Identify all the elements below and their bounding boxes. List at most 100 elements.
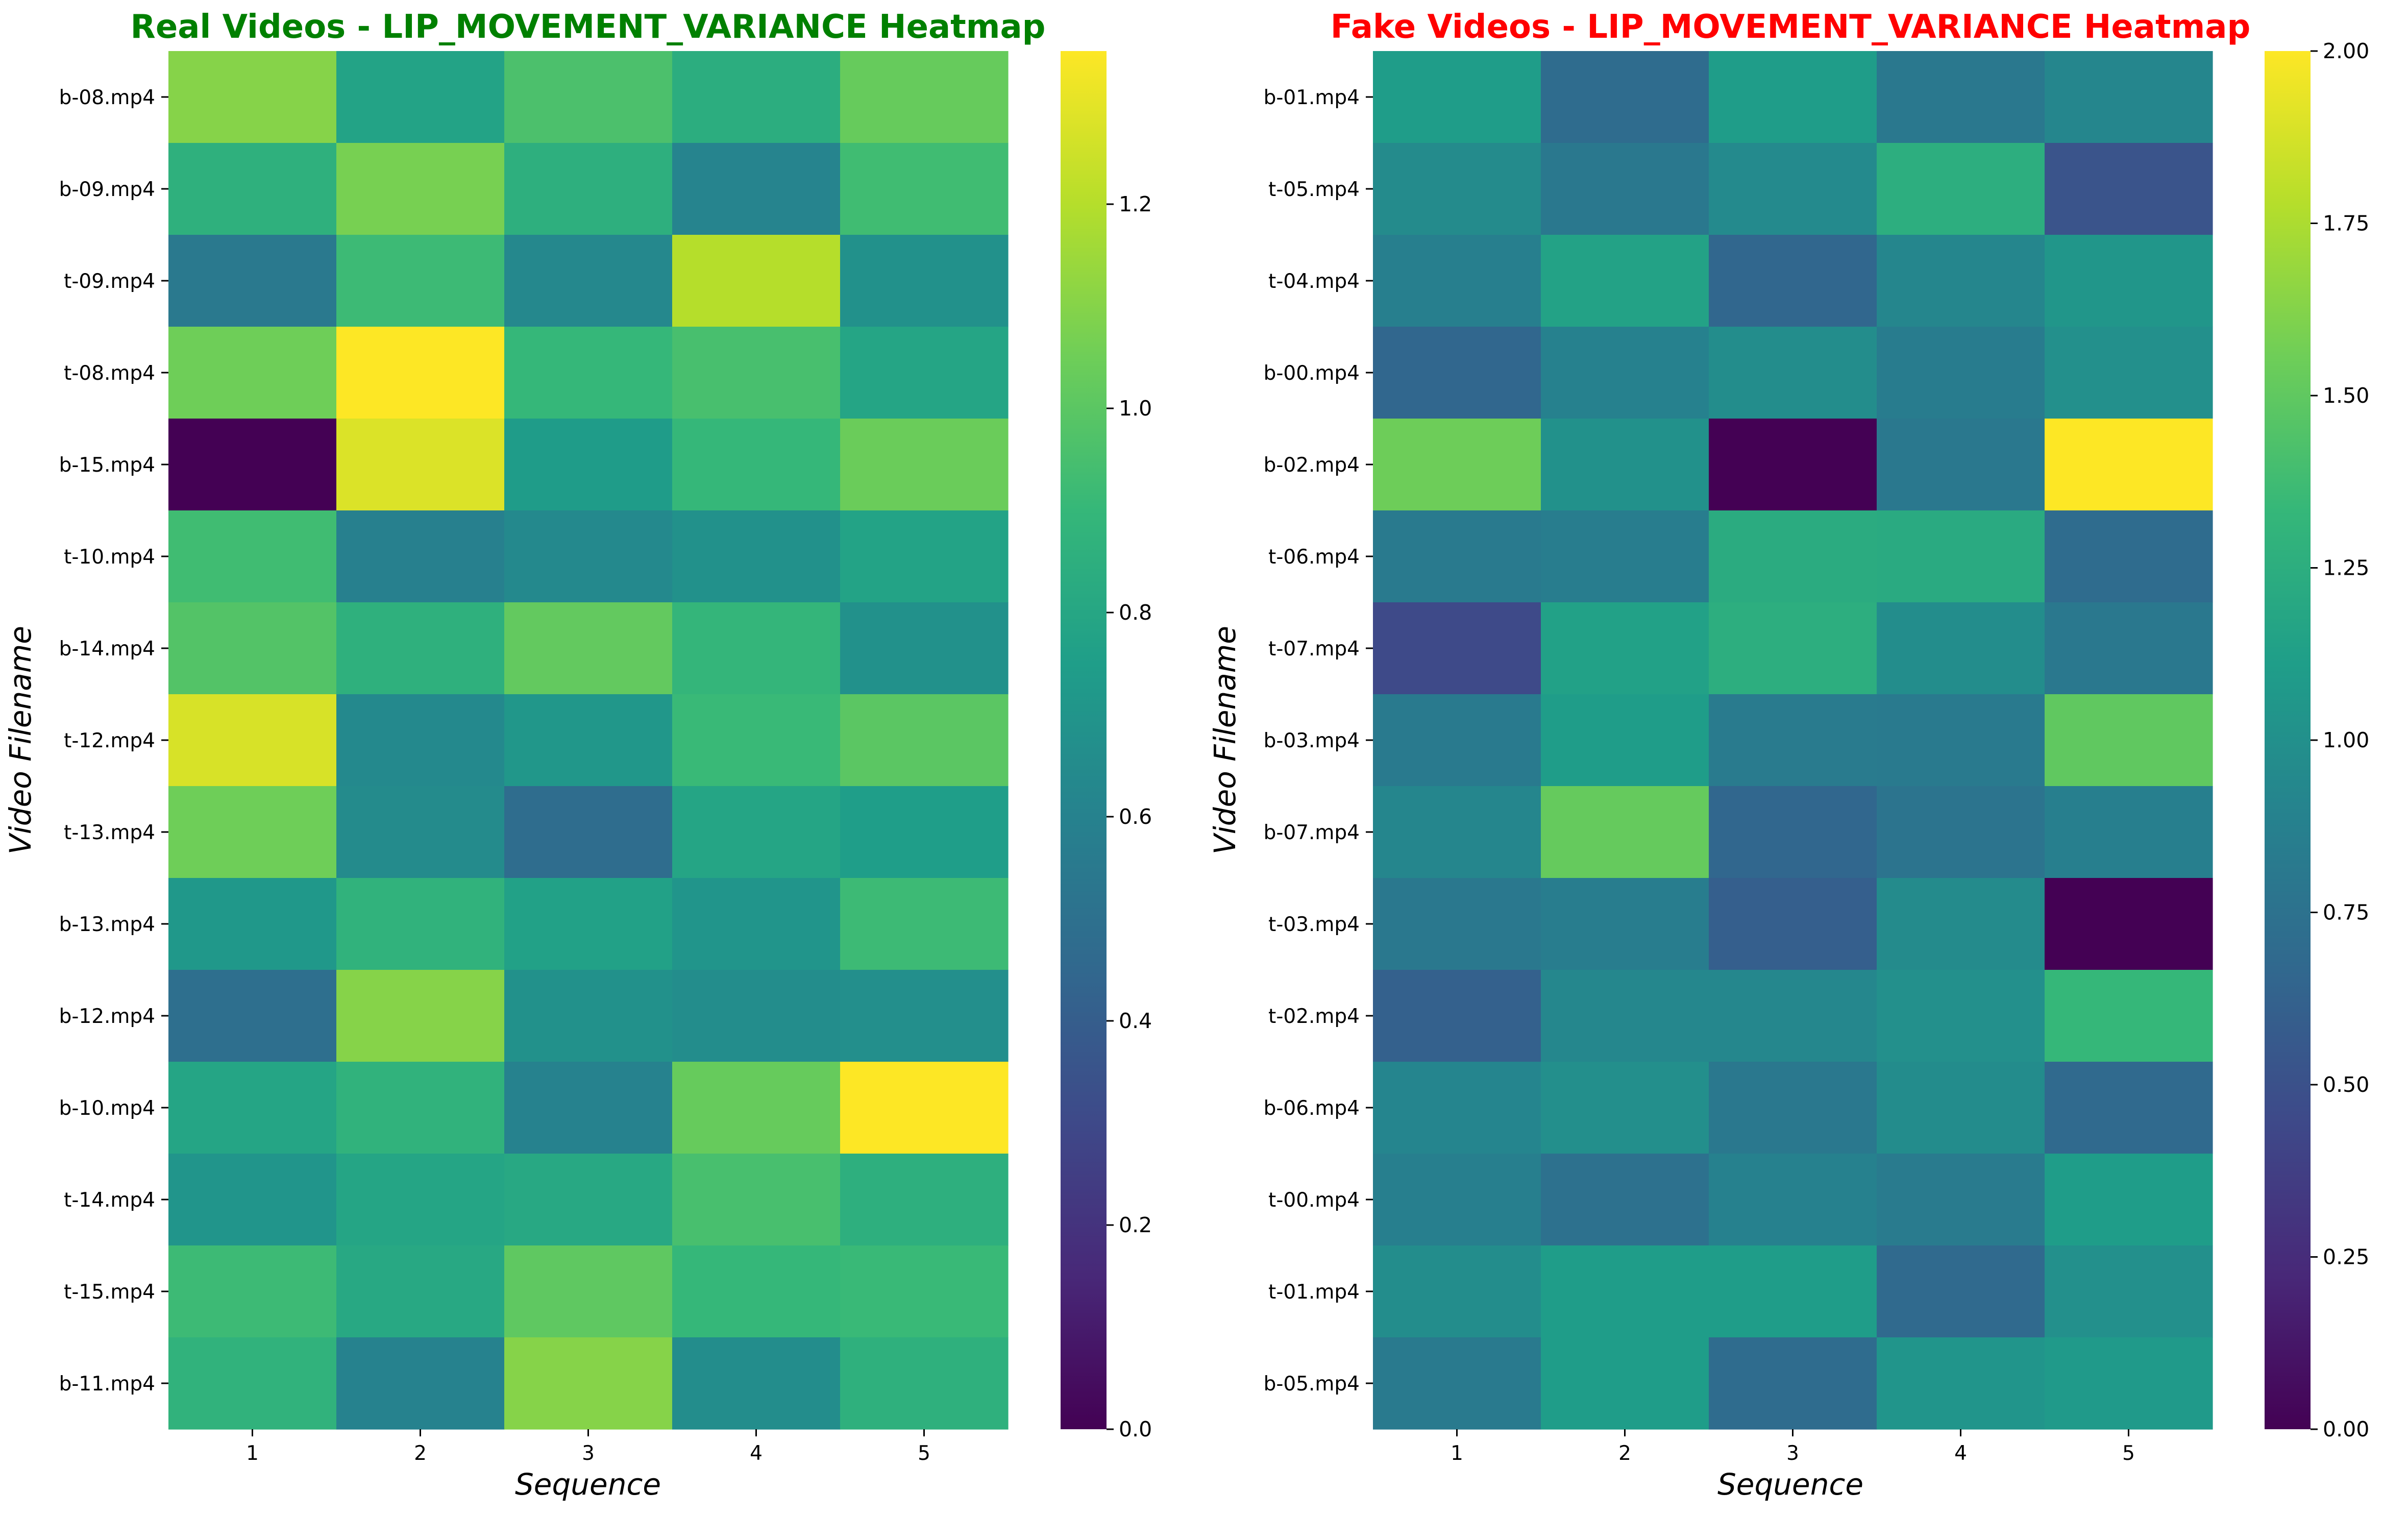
real-heatmap-cell [168,143,337,235]
fake-y-tick-label: t-01.mp4 [1268,1281,1360,1304]
real-y-tick-label: b-15.mp4 [59,454,155,477]
fake-heatmap-cell [1373,143,1541,235]
real-y-tick-label: t-14.mp4 [64,1189,155,1212]
real-x-tick-label: 1 [246,1442,259,1465]
fake-heatmap-cell [2045,970,2213,1062]
real-colorbar-tick-label: 0.8 [1119,600,1152,625]
real-heatmap-cell [840,1154,1009,1246]
real-x-tick-label: 5 [918,1442,930,1465]
fake-heatmap-cell [1541,51,1709,143]
real-y-tick-label: b-11.mp4 [59,1373,155,1396]
fake-heatmap-cell [1877,327,2045,419]
fake-heatmap-cell [1541,970,1709,1062]
real-heatmap-cell [168,878,337,970]
fake-videos-heatmap-panel: Fake Videos - LIP_MOVEMENT_VARIANCE Heat… [1208,8,2369,1502]
fake-y-tick-label: t-06.mp4 [1268,546,1360,569]
real-colorbar-tick-label: 0.0 [1119,1417,1152,1441]
real-colorbar-tick-label: 0.2 [1119,1213,1152,1237]
real-colorbar-gradient [1061,51,1107,1429]
fake-heatmap-cell [1709,510,1877,603]
real-heatmap-cell [336,602,505,695]
real-heatmap-cell [672,1337,841,1430]
real-heatmap-cell [504,878,673,970]
fake-heatmap-cell [1877,143,2045,235]
real-heatmap-cell [336,143,505,235]
real-colorbar-tick-label: 0.4 [1119,1009,1152,1033]
fake-heatmap-cell [2045,878,2213,970]
real-heatmap-cell [168,510,337,603]
fake-heatmap-cell [1877,786,2045,878]
fake-heatmap-cell [2045,419,2213,511]
real-heatmap-cell [672,51,841,143]
real-y-tick-label: b-12.mp4 [59,1005,155,1028]
fake-heatmap-cells [1373,51,2213,1430]
real-heatmap-cell [168,694,337,787]
real-heatmap-cell [672,510,841,603]
fake-heatmap-cell [2045,1337,2213,1430]
real-colorbar-tick-label: 0.6 [1119,804,1152,829]
real-videos-heatmap-panel: Real Videos - LIP_MOVEMENT_VARIANCE Heat… [3,8,1152,1502]
real-heatmap-title: Real Videos - LIP_MOVEMENT_VARIANCE Heat… [131,8,1046,46]
real-heatmap-cell [840,1337,1009,1430]
fake-heatmap-title: Fake Videos - LIP_MOVEMENT_VARIANCE Heat… [1331,8,2251,46]
fake-colorbar-tick-label: 1.00 [2323,728,2369,752]
real-colorbar-tick-label: 1.2 [1119,192,1152,216]
real-heatmap-cell [504,1245,673,1338]
real-heatmap-cell [672,419,841,511]
real-heatmap-cell [168,1062,337,1154]
real-heatmap-cell [336,1154,505,1246]
real-heatmap-cell [840,1245,1009,1338]
fake-heatmap-cell [1373,327,1541,419]
fake-y-tick-label: t-04.mp4 [1268,270,1360,293]
real-heatmap-cell [504,786,673,878]
real-heatmap-cell [336,419,505,511]
fake-heatmap-cell [1373,1062,1541,1154]
fake-heatmap-cell [2045,786,2213,878]
fake-heatmap-cell [1877,419,2045,511]
real-heatmap-cell [504,1062,673,1154]
real-heatmap-cell [504,235,673,327]
real-heatmap-cell [168,327,337,419]
real-heatmap-cell [336,786,505,878]
fake-heatmap-cell [1373,51,1541,143]
fake-x-tick-label: 2 [1618,1442,1631,1465]
fake-colorbar-tick-label: 1.75 [2323,211,2369,236]
fake-heatmap-cell [1541,786,1709,878]
fake-heatmap-cell [1541,602,1709,695]
real-heatmap-cell [336,235,505,327]
real-heatmap-cell [672,1154,841,1246]
fake-heatmap-cell [1541,1337,1709,1430]
real-y-tick-label: b-13.mp4 [59,913,155,936]
fake-heatmap-cell [1709,1245,1877,1338]
real-heatmap-cell [504,327,673,419]
real-heatmap-cell [504,1337,673,1430]
fake-heatmap-cell [1709,51,1877,143]
fake-heatmap-cell [1709,970,1877,1062]
real-heatmap-cell [840,51,1009,143]
fake-y-tick-label: t-05.mp4 [1268,178,1360,201]
fake-y-tick-label: t-03.mp4 [1268,913,1360,936]
real-heatmap-cell [336,694,505,787]
real-heatmap-cell [672,327,841,419]
fake-y-tick-label: t-02.mp4 [1268,1005,1360,1028]
real-heatmap-cell [840,786,1009,878]
fake-heatmap-cell [1709,1062,1877,1154]
real-heatmap-cell [840,419,1009,511]
real-y-tick-label: t-12.mp4 [64,729,155,752]
fake-heatmap-cell [1709,878,1877,970]
real-heatmap-cell [840,143,1009,235]
real-heatmap-cell [840,970,1009,1062]
fake-heatmap-cell [1877,602,2045,695]
real-heatmap-cell [504,602,673,695]
fake-heatmap-cell [2045,143,2213,235]
real-heatmap-cell [672,878,841,970]
real-heatmap-cell [168,970,337,1062]
real-heatmap-cell [336,1062,505,1154]
real-heatmap-cell [840,602,1009,695]
fake-heatmap-cell [1709,327,1877,419]
real-heatmap-cell [336,51,505,143]
real-heatmap-cell [840,510,1009,603]
real-heatmap-cell [504,1154,673,1246]
fake-heatmap-cell [2045,510,2213,603]
real-x-tick-label: 4 [750,1442,763,1465]
